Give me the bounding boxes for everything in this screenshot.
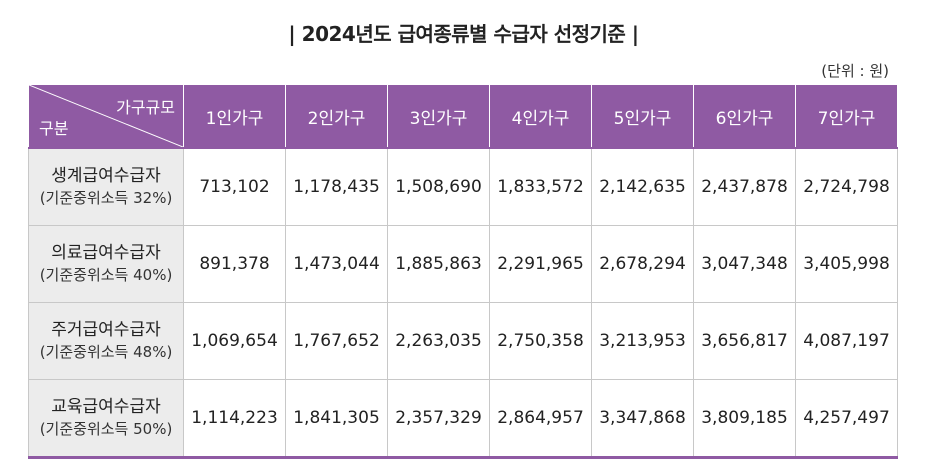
table-cell: 1,841,305 xyxy=(285,379,388,459)
table-cell: 3,405,998 xyxy=(795,225,898,303)
corner-category-label: 구분 xyxy=(39,119,69,138)
column-header: 5인가구 xyxy=(591,84,694,149)
table-cell: 2,724,798 xyxy=(795,147,898,226)
table-cell: 1,508,690 xyxy=(387,147,490,226)
table-row: 생계급여수급자 (기준중위소득 32%) 713,102 1,178,435 1… xyxy=(28,147,898,226)
table-cell: 4,257,497 xyxy=(795,379,898,459)
table-cell: 2,142,635 xyxy=(591,147,694,226)
page-title: | 2024년도 급여종류별 수급자 선정기준 | xyxy=(288,22,639,46)
row-sublabel: (기준중위소득 50%) xyxy=(39,420,173,438)
table-cell: 2,437,878 xyxy=(693,147,796,226)
corner-household-size-label: 가구규모 xyxy=(116,98,175,117)
column-header: 6인가구 xyxy=(693,84,796,149)
table-cell: 713,102 xyxy=(183,147,286,226)
table-cell: 3,809,185 xyxy=(693,379,796,459)
table-cell: 1,767,652 xyxy=(285,302,388,380)
table-cell: 3,656,817 xyxy=(693,302,796,380)
table-cell: 2,864,957 xyxy=(489,379,592,459)
header-row: 가구규모 구분 1인가구 2인가구 3인가구 4인가구 5인가구 6인가구 7인… xyxy=(28,84,898,149)
row-sublabel: (기준중위소득 32%) xyxy=(39,189,173,207)
column-header: 1인가구 xyxy=(183,84,286,149)
column-header: 4인가구 xyxy=(489,84,592,149)
column-header: 2인가구 xyxy=(285,84,388,149)
row-header: 교육급여수급자 (기준중위소득 50%) xyxy=(28,379,184,459)
row-label: 주거급여수급자 xyxy=(51,320,161,340)
corner-header-cell: 가구규모 구분 xyxy=(28,84,184,149)
row-label: 교육급여수급자 xyxy=(51,397,161,417)
row-header: 주거급여수급자 (기준중위소득 48%) xyxy=(28,302,184,380)
row-sublabel: (기준중위소득 40%) xyxy=(39,266,173,284)
table-cell: 3,213,953 xyxy=(591,302,694,380)
table-cell: 3,047,348 xyxy=(693,225,796,303)
row-sublabel: (기준중위소득 48%) xyxy=(39,343,173,361)
table-cell: 4,087,197 xyxy=(795,302,898,380)
table-cell: 2,357,329 xyxy=(387,379,490,459)
benefit-table: 가구규모 구분 1인가구 2인가구 3인가구 4인가구 5인가구 6인가구 7인… xyxy=(28,84,898,459)
table-cell: 1,114,223 xyxy=(183,379,286,459)
table-cell: 2,750,358 xyxy=(489,302,592,380)
table-row: 의료급여수급자 (기준중위소득 40%) 891,378 1,473,044 1… xyxy=(28,225,898,303)
row-header: 의료급여수급자 (기준중위소득 40%) xyxy=(28,225,184,303)
table-cell: 1,473,044 xyxy=(285,225,388,303)
table-row: 교육급여수급자 (기준중위소득 50%) 1,114,223 1,841,305… xyxy=(28,379,898,459)
table-cell: 2,291,965 xyxy=(489,225,592,303)
column-header: 7인가구 xyxy=(795,84,898,149)
table-row: 주거급여수급자 (기준중위소득 48%) 1,069,654 1,767,652… xyxy=(28,302,898,380)
unit-label: (단위 : 원) xyxy=(821,62,889,80)
table-cell: 3,347,868 xyxy=(591,379,694,459)
row-header: 생계급여수급자 (기준중위소득 32%) xyxy=(28,147,184,226)
table-cell: 891,378 xyxy=(183,225,286,303)
table-cell: 1,885,863 xyxy=(387,225,490,303)
table-cell: 1,833,572 xyxy=(489,147,592,226)
table-cell: 1,069,654 xyxy=(183,302,286,380)
table-cell: 2,263,035 xyxy=(387,302,490,380)
table-cell: 2,678,294 xyxy=(591,225,694,303)
row-label: 생계급여수급자 xyxy=(51,166,161,186)
row-label: 의료급여수급자 xyxy=(51,243,161,263)
diagonal-line xyxy=(29,85,183,147)
table-cell: 1,178,435 xyxy=(285,147,388,226)
column-header: 3인가구 xyxy=(387,84,490,149)
